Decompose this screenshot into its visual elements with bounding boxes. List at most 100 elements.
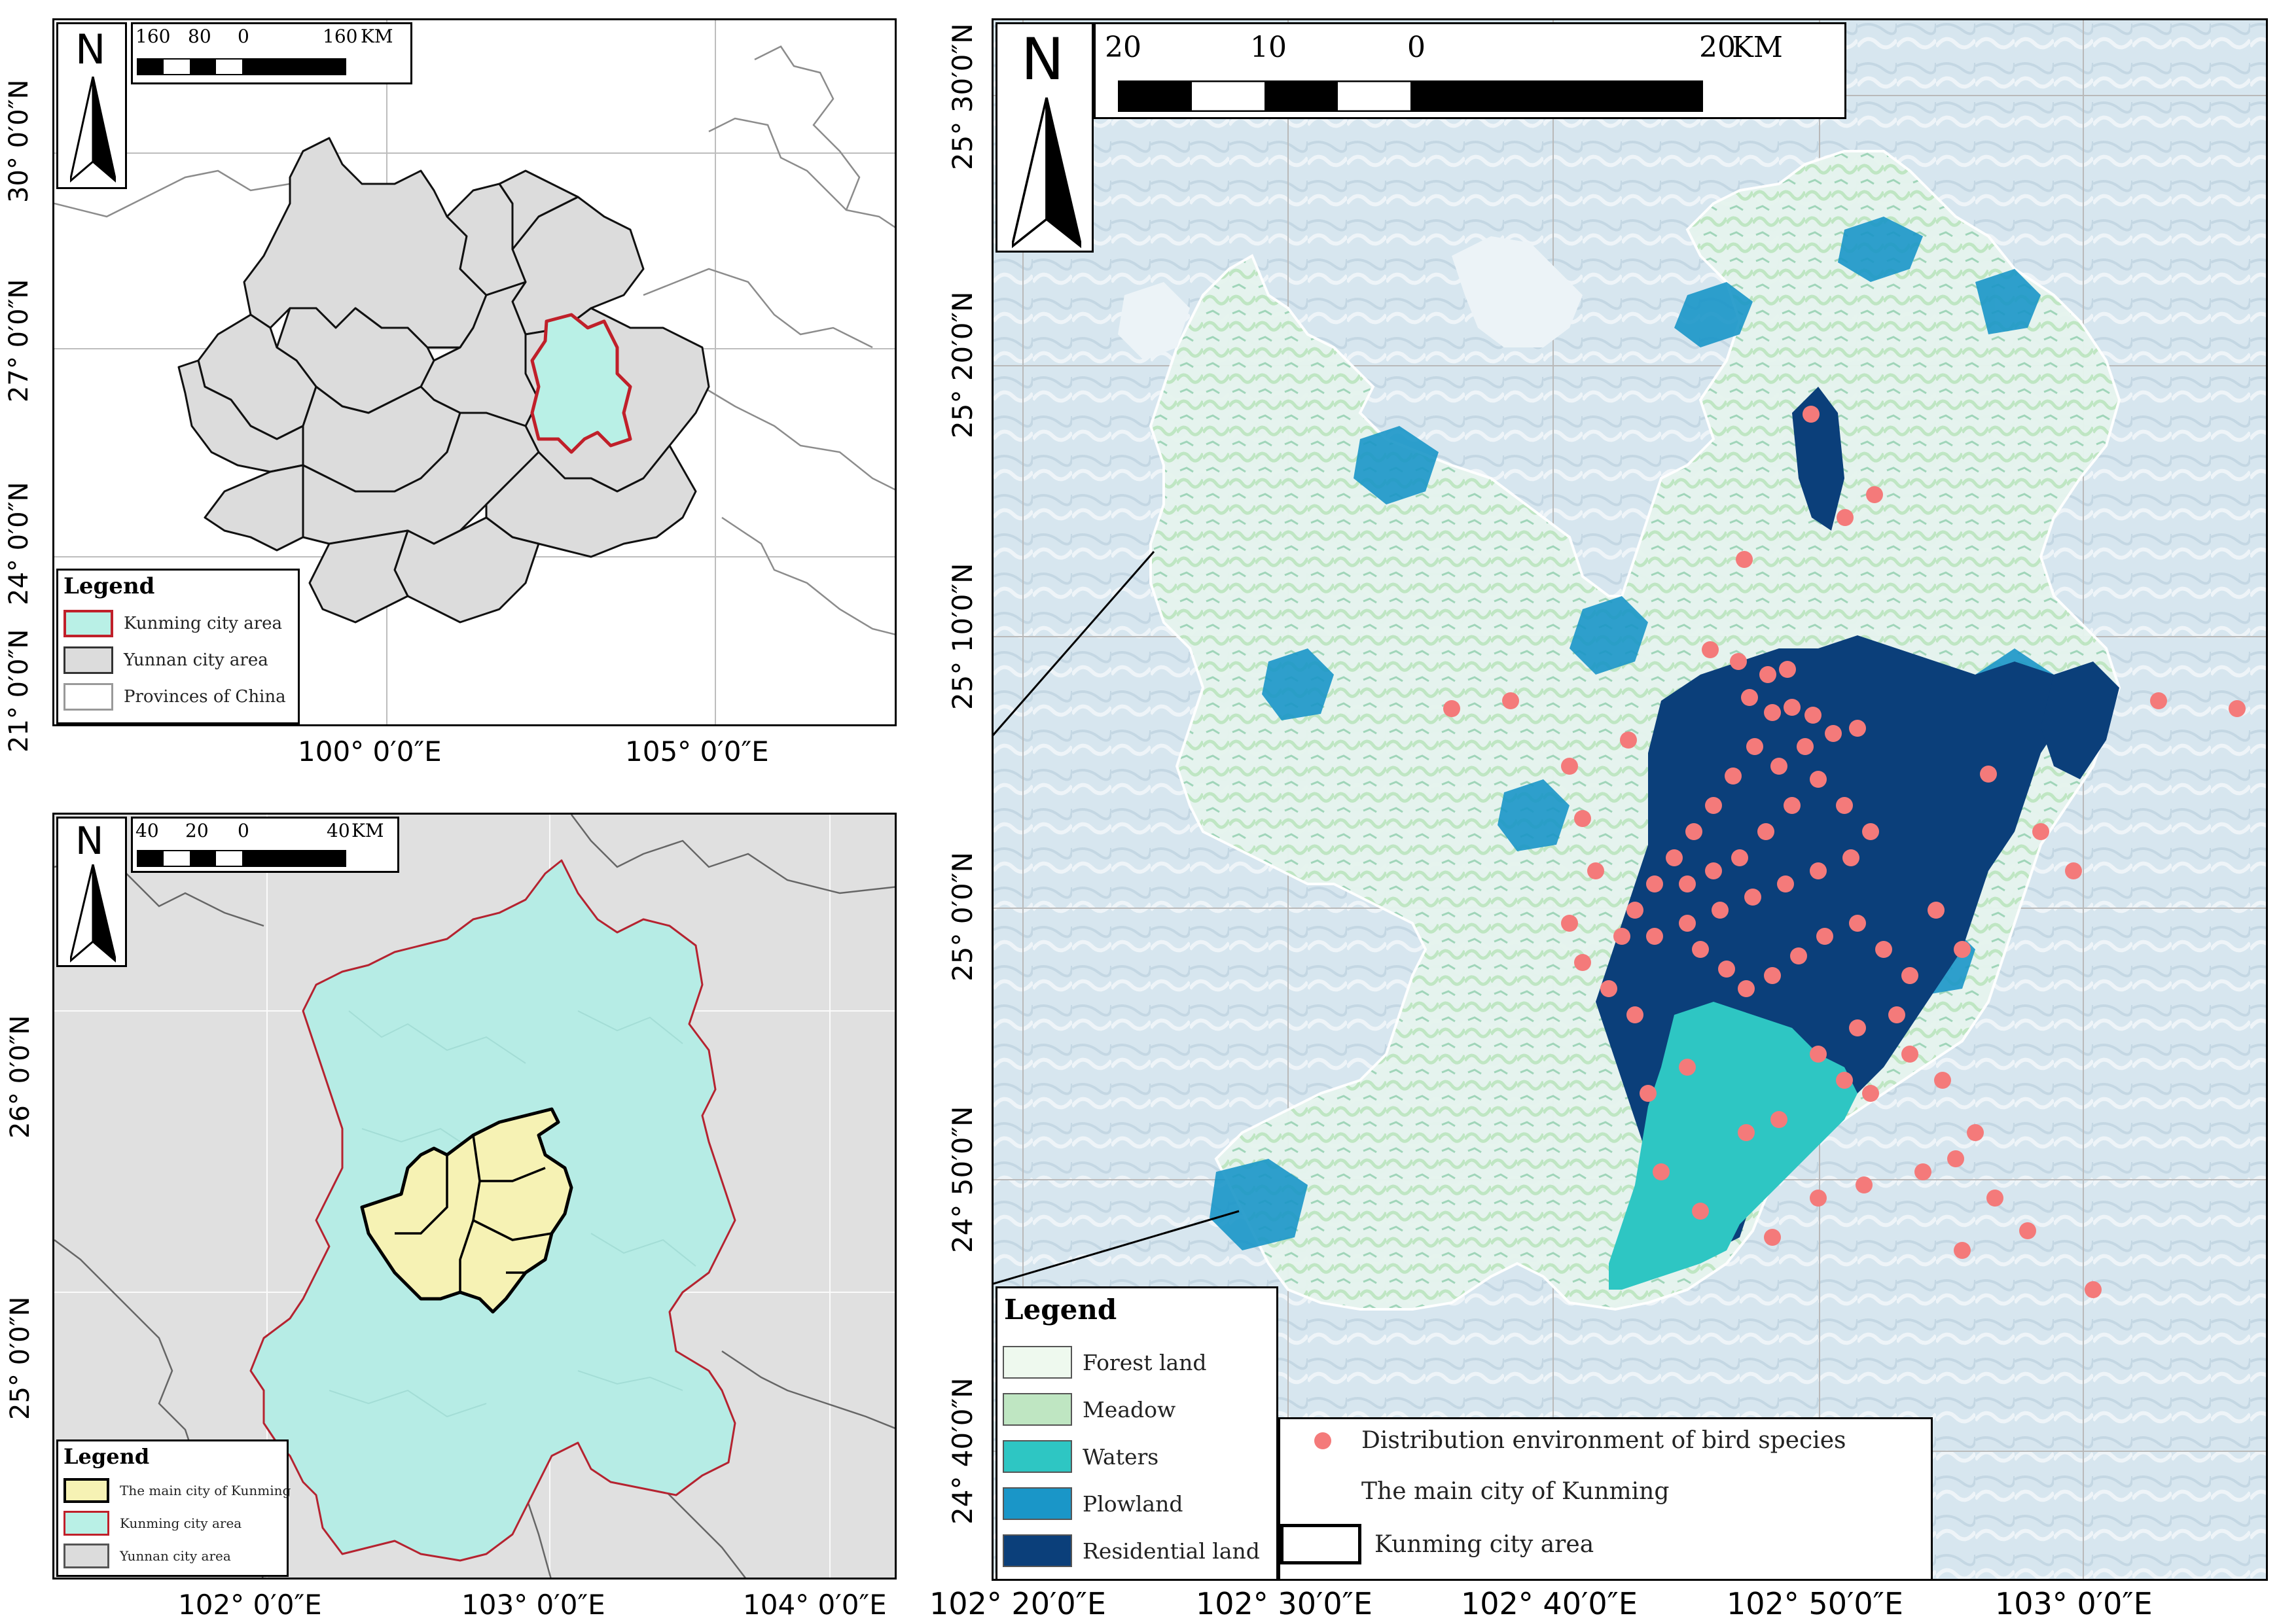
legend-item-main-city: The main city of Kunming bbox=[1361, 1478, 1669, 1505]
legend-label: Kunming city area bbox=[1374, 1530, 1594, 1558]
legend-item-provinces: Provinces of China bbox=[63, 683, 286, 711]
legend-label: The main city of Kunming bbox=[120, 1483, 291, 1498]
legend-label: Forest land bbox=[1083, 1349, 1207, 1375]
lon-tick: 102° 50′0″E bbox=[1727, 1586, 1903, 1621]
scale-label-0: 40 bbox=[135, 820, 159, 841]
lon-tick: 100° 0′0″E bbox=[298, 735, 442, 768]
scale-label-1: 80 bbox=[188, 26, 211, 47]
legend-map3: Legend Forest land Meadow Waters Plowlan… bbox=[996, 1286, 1278, 1579]
legend-swatch bbox=[63, 1478, 109, 1503]
lon-tick: 102° 40′0″E bbox=[1461, 1586, 1638, 1621]
scale-unit: KM bbox=[1732, 31, 1783, 64]
legend-title: Legend bbox=[63, 573, 155, 599]
lon-tick: 103° 0′0″E bbox=[461, 1589, 605, 1621]
scale-label-1: 20 bbox=[185, 820, 209, 841]
legend-item-forest: Forest land bbox=[1003, 1346, 1207, 1379]
lon-tick: 103° 0′0″E bbox=[1995, 1586, 2153, 1621]
legend-title: Legend bbox=[1004, 1294, 1117, 1326]
lon-tick: 104° 0′0″E bbox=[743, 1589, 887, 1621]
scale-unit: KM bbox=[351, 820, 384, 841]
legend-label: Meadow bbox=[1083, 1396, 1176, 1422]
scale-label-0: 160 bbox=[135, 26, 171, 47]
lon-tick: 102° 30′0″E bbox=[1196, 1586, 1373, 1621]
north-label: N bbox=[75, 26, 106, 73]
lat-tick: 26° 0′0″N bbox=[5, 1015, 35, 1139]
legend-swatch bbox=[63, 683, 113, 711]
legend-swatch bbox=[1003, 1534, 1072, 1567]
scale-bar-map1: 160 80 0 160 KM bbox=[131, 22, 412, 84]
legend-item-kunming: Kunming city area bbox=[63, 1511, 242, 1536]
scale-bar-graphic bbox=[1118, 80, 1703, 112]
lon-tick: 102° 20′0″E bbox=[929, 1586, 1106, 1621]
bird-distribution-points bbox=[1443, 406, 2246, 1298]
scale-bar-graphic bbox=[137, 850, 346, 867]
north-arrow-icon bbox=[70, 77, 116, 183]
legend-map2: Legend The main city of Kunming Kunming … bbox=[56, 1439, 291, 1577]
scale-unit: KM bbox=[361, 26, 393, 47]
legend-swatch bbox=[63, 1511, 109, 1536]
scale-bar-map2: 40 20 0 40 KM bbox=[131, 817, 399, 873]
legend-label: Distribution environment of bird species bbox=[1361, 1427, 1846, 1454]
legend-swatch bbox=[63, 610, 113, 637]
legend-swatch bbox=[1003, 1393, 1072, 1426]
north-arrow-icon bbox=[1012, 97, 1081, 249]
legend-item-yunnan: Yunnan city area bbox=[63, 1544, 231, 1568]
north-label: N bbox=[75, 819, 104, 863]
lat-tick: 25° 0′0″N bbox=[5, 1296, 35, 1420]
land-use-canvas bbox=[994, 20, 2266, 1579]
north-label: N bbox=[1021, 26, 1064, 93]
lat-tick: 24° 50′0″N bbox=[946, 1106, 978, 1253]
land-use-map: N 20 10 0 20 KM Legend Forest land Meado… bbox=[992, 18, 2268, 1581]
legend-label: The main city of Kunming bbox=[1361, 1478, 1670, 1505]
legend-map1: Legend Kunming city area Yunnan city are… bbox=[56, 569, 300, 724]
scale-bar-graphic bbox=[137, 58, 346, 75]
lat-tick: 25° 20′0″N bbox=[946, 291, 978, 438]
legend-label: Waters bbox=[1083, 1443, 1159, 1470]
scale-label-3: 20 bbox=[1699, 31, 1736, 64]
scale-label-3: 160 bbox=[323, 26, 358, 47]
legend-title: Legend bbox=[63, 1444, 150, 1469]
lon-tick: 102° 0′0″E bbox=[178, 1589, 322, 1621]
scale-label-1: 10 bbox=[1250, 31, 1287, 64]
legend-item-waters: Waters bbox=[1003, 1440, 1158, 1473]
legend-item-yunnan: Yunnan city area bbox=[63, 646, 268, 674]
legend-item-kunming-area: Kunming city area bbox=[1280, 1524, 1594, 1564]
legend-item-plowland: Plowland bbox=[1003, 1487, 1183, 1520]
lat-tick: 25° 10′0″N bbox=[946, 563, 978, 710]
lat-tick: 24° 40′0″N bbox=[946, 1377, 978, 1525]
main-city-shape bbox=[360, 1107, 573, 1314]
legend-symbols: Distribution environment of bird species… bbox=[1278, 1417, 1933, 1579]
scale-label-0: 20 bbox=[1105, 31, 1141, 64]
kunming-highlight-area bbox=[530, 313, 632, 454]
legend-box-swatch bbox=[1280, 1524, 1361, 1564]
legend-label: Kunming city area bbox=[124, 614, 283, 633]
legend-label: Yunnan city area bbox=[120, 1548, 231, 1564]
kunming-area-canvas bbox=[54, 815, 895, 1578]
legend-swatch bbox=[1003, 1346, 1072, 1379]
lat-tick: 25° 30′0″N bbox=[946, 23, 978, 170]
lat-tick: 30° 0′0″N bbox=[4, 79, 34, 203]
legend-swatch bbox=[63, 1544, 109, 1568]
yunnan-overview-map: N 160 80 0 160 KM Legend Kunming city ar… bbox=[52, 18, 897, 726]
lat-tick: 21° 0′0″N bbox=[4, 629, 34, 752]
lat-tick: 27° 0′0″N bbox=[4, 279, 34, 402]
scale-label-3: 40 bbox=[327, 820, 350, 841]
legend-swatch bbox=[63, 646, 113, 674]
north-arrow-map1: N bbox=[56, 22, 127, 189]
north-arrow-map3: N bbox=[996, 22, 1094, 253]
scale-label-2: 0 bbox=[238, 820, 249, 841]
legend-item-residential: Residential land bbox=[1003, 1534, 1260, 1567]
scale-bar-map3: 20 10 0 20 KM bbox=[1094, 22, 1846, 119]
legend-item-meadow: Meadow bbox=[1003, 1393, 1175, 1426]
legend-item-main-city: The main city of Kunming bbox=[63, 1478, 291, 1503]
legend-label: Kunming city area bbox=[120, 1515, 242, 1531]
legend-label: Plowland bbox=[1083, 1491, 1183, 1517]
legend-swatch bbox=[1003, 1487, 1072, 1520]
kunming-area-map: N 40 20 0 40 KM Legend The main city of … bbox=[52, 813, 897, 1580]
scale-label-2: 0 bbox=[238, 26, 249, 47]
yunnan-overview-canvas bbox=[54, 20, 895, 724]
waters-lake bbox=[1609, 1002, 1857, 1290]
legend-label: Provinces of China bbox=[124, 687, 286, 707]
lat-tick: 24° 0′0″N bbox=[4, 482, 34, 605]
lat-tick: 25° 0′0″N bbox=[946, 852, 978, 981]
